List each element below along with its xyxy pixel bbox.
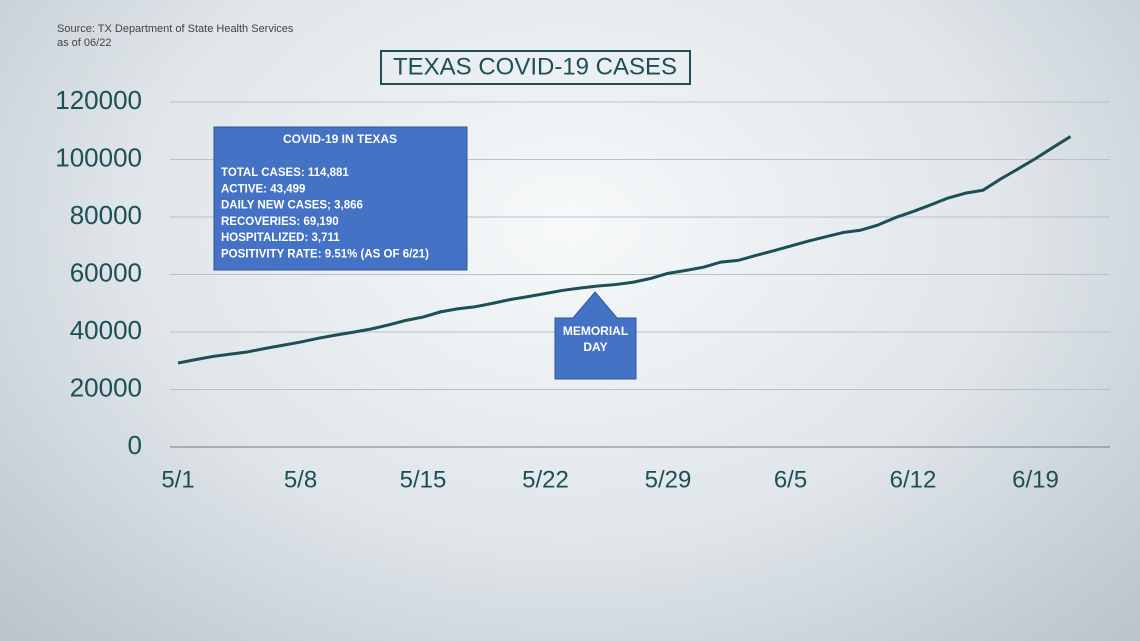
x-tick-label: 5/8 [284, 466, 317, 493]
line [177, 135, 1072, 365]
title-box [380, 50, 691, 85]
info-line: TOTAL CASES: 114,881 [221, 167, 349, 179]
info-title: COVID-19 IN TEXAS [283, 132, 397, 146]
x-tick-label: 6/5 [774, 466, 807, 493]
info-line: DAILY NEW CASES; 3,866 [221, 200, 363, 212]
y-tick-label: 20000 [70, 372, 142, 402]
x-tick-label: 5/15 [400, 466, 447, 493]
info-line: RECOVERIES: 69,190 [221, 216, 339, 228]
y-tick-label: 60000 [70, 257, 142, 287]
y-tick-label: 120000 [55, 85, 142, 115]
info-line: POSITIVITY RATE: 9.51% (AS OF 6/21) [221, 249, 429, 261]
as-of: as of 06/22 [57, 37, 111, 49]
info-line: HOSPITALIZED: 3,711 [221, 232, 340, 244]
x-tick-label: 5/29 [645, 466, 692, 493]
y-tick-label: 80000 [70, 200, 142, 230]
y-tick-label: 40000 [70, 315, 142, 345]
chart-title: TEXAS COVID-19 CASES [393, 53, 677, 80]
x-tick-label: 5/1 [161, 466, 194, 493]
y-tick-label: 0 [128, 430, 142, 460]
source: Source: TX Department of State Health Se… [57, 23, 294, 35]
x-tick-label: 6/19 [1012, 466, 1059, 493]
x-tick-label: 5/22 [522, 466, 569, 493]
info-box [213, 126, 468, 271]
x-tick-label: 6/12 [890, 466, 937, 493]
y-tick-label: 100000 [55, 142, 142, 172]
arrow [554, 291, 637, 380]
annotation: MEMORIAL DAY [562, 324, 629, 354]
info-line: ACTIVE: 43,499 [221, 183, 305, 195]
